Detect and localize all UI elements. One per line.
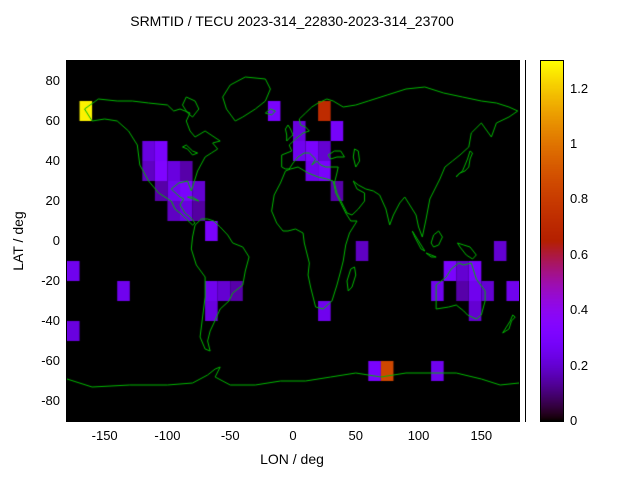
axis-tick-label: 20 <box>45 193 60 208</box>
axis-tick-label: -40 <box>41 313 60 328</box>
axis-tick-label: 0.6 <box>570 246 589 262</box>
colorbar-canvas <box>540 60 564 422</box>
axis-tick-label: 0.8 <box>570 191 589 207</box>
axis-tick-label: -100 <box>154 428 181 443</box>
axis-tick-label: 1.2 <box>570 80 589 96</box>
axis-tick-label: -80 <box>41 393 60 408</box>
axis-tick-label: 60 <box>45 113 60 128</box>
axis-tick-label: -50 <box>220 428 240 443</box>
axis-tick-label: 0.2 <box>570 357 589 373</box>
axis-tick-label: -150 <box>91 428 118 443</box>
axis-tick-label: 50 <box>348 428 363 443</box>
chart-title: SRMTID / TECU 2023-314_22830-2023-314_23… <box>130 13 454 29</box>
x-axis-label: LON / deg <box>260 451 324 467</box>
axis-tick-label: 150 <box>470 428 493 443</box>
axis-tick-label: 0 <box>52 233 60 248</box>
axis-tick-label: 0 <box>289 428 297 443</box>
axis-tick-label: 1 <box>570 136 578 152</box>
axis-tick-label: -60 <box>41 353 60 368</box>
axis-tick-label: 80 <box>45 73 60 88</box>
axis-tick-label: -20 <box>41 273 60 288</box>
axis-tick-label: 40 <box>45 153 60 168</box>
map-heatmap-canvas <box>66 60 520 422</box>
axis-tick-label: 0 <box>570 413 578 428</box>
axis-tick-label: 0.4 <box>570 302 589 318</box>
axis-tick-label: 100 <box>407 428 430 443</box>
plot-right-edge-line <box>525 60 526 422</box>
